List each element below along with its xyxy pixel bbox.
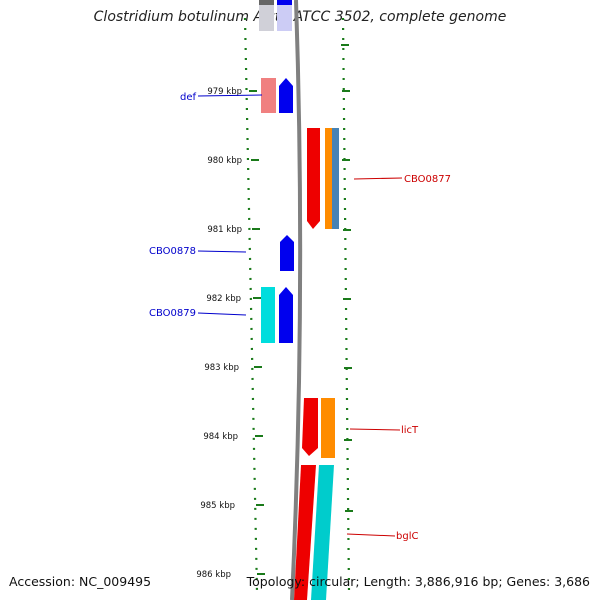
- map-title: Clostridium botulinum A str. ATCC 3502, …: [93, 9, 507, 25]
- scale-label: 980 kbp: [207, 156, 242, 166]
- gene-label-def[interactable]: def: [180, 92, 197, 103]
- gene-feature-cbo0879-cyan[interactable]: [261, 287, 275, 343]
- gene-label-cbo0877[interactable]: CBO0877: [404, 174, 451, 185]
- scale-label: 986 kbp: [196, 570, 231, 580]
- gene-feature-cbo0877-steel[interactable]: [332, 128, 339, 229]
- leader-line-cbo0877: [353, 177, 403, 180]
- right-rail-ticks: [341, 44, 353, 512]
- gene-feature-def-pink[interactable]: [261, 78, 276, 113]
- gene-feature-lict-orange[interactable]: [321, 398, 335, 458]
- right-dotted-rail: [341, 17, 351, 593]
- gene-label-cbo0879[interactable]: CBO0879: [149, 308, 196, 319]
- scale-label: 982 kbp: [206, 294, 241, 304]
- scale-label: 979 kbp: [207, 87, 242, 97]
- leader-line-cbo0879: [197, 312, 247, 316]
- gene-feature-top-blue[interactable]: [277, 0, 292, 31]
- leader-line-def: [197, 94, 263, 97]
- gene-feature-cbo0877-red[interactable]: [307, 128, 320, 229]
- leader-line-lict: [349, 428, 401, 431]
- accession-text: Accession: NC_009495: [9, 574, 152, 589]
- gene-feature-cbo0879[interactable]: [279, 287, 293, 343]
- leader-line-bglc: [346, 533, 396, 537]
- gene-feature-top-gray[interactable]: [259, 0, 274, 31]
- scale-label: 985 kbp: [200, 501, 235, 511]
- left-rail-ticks: [249, 90, 265, 575]
- gene-feature-cbo0878[interactable]: [280, 235, 294, 271]
- gene-label-bglc[interactable]: bglC: [396, 531, 418, 542]
- left-dotted-rail: [243, 17, 259, 593]
- topology-text: Topology: circular; Length: 3,886,916 bp…: [246, 574, 590, 589]
- gene-label-lict[interactable]: licT: [401, 425, 419, 436]
- scale-label: 984 kbp: [203, 432, 238, 442]
- gene-feature-top-gray-cap: [259, 0, 274, 5]
- gene-feature-bglc-red[interactable]: [294, 465, 316, 600]
- gene-feature-top-blue-cap: [277, 0, 292, 5]
- gene-label-cbo0878[interactable]: CBO0878: [149, 246, 196, 257]
- genome-backbone: [290, 0, 303, 600]
- scale-label: 983 kbp: [204, 363, 239, 373]
- leader-line-cbo0878: [197, 250, 247, 253]
- gene-feature-cbo0877-orange[interactable]: [325, 128, 332, 229]
- scale-label: 981 kbp: [207, 225, 242, 235]
- gene-feature-bglc-cyan[interactable]: [311, 465, 334, 600]
- gene-feature-lict-red[interactable]: [302, 398, 318, 456]
- gene-feature-def[interactable]: [279, 78, 293, 113]
